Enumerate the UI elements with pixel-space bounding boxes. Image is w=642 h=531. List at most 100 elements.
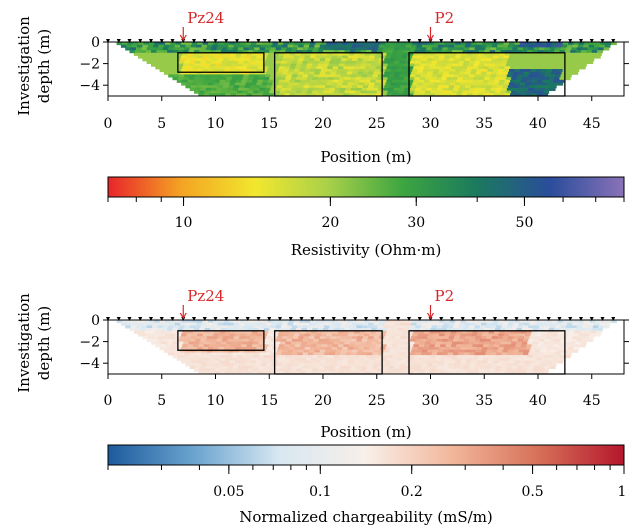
section-cell xyxy=(263,341,270,345)
section-cell xyxy=(269,328,276,332)
section-cell xyxy=(173,60,180,64)
section-cell xyxy=(396,55,402,59)
section-cell xyxy=(516,77,523,81)
section-cell xyxy=(348,52,355,56)
section-cell xyxy=(140,50,147,54)
section-cell xyxy=(529,58,536,62)
resistivity-y-axis-title-line1: Investigation xyxy=(15,16,33,116)
section-cell xyxy=(488,52,495,56)
section-cell xyxy=(238,365,244,369)
section-cell xyxy=(501,338,508,342)
section-cell xyxy=(307,47,314,51)
section-cell xyxy=(424,371,430,375)
section-cell xyxy=(535,347,542,351)
section-cell xyxy=(367,47,373,51)
section-cell xyxy=(333,368,340,372)
y-tick-label: −4 xyxy=(79,356,100,372)
section-cell xyxy=(348,93,355,97)
section-cell xyxy=(431,87,438,91)
section-cell xyxy=(442,60,449,64)
section-cell xyxy=(489,341,496,345)
section-cell xyxy=(594,42,601,46)
section-cell xyxy=(160,52,167,56)
section-cell xyxy=(126,322,133,326)
section-cell xyxy=(539,47,545,51)
section-cell xyxy=(431,325,438,329)
section-cell xyxy=(219,371,226,375)
section-cell xyxy=(254,74,260,78)
section-cell xyxy=(175,347,182,351)
section-cell xyxy=(338,371,344,375)
section-cell xyxy=(375,79,382,83)
section-cell xyxy=(405,44,412,48)
section-cell xyxy=(366,77,372,81)
section-cell xyxy=(483,371,489,375)
section-cell xyxy=(237,328,243,332)
section-cell xyxy=(376,63,383,67)
section-cell xyxy=(191,320,198,324)
section-cell xyxy=(289,52,296,56)
section-cell xyxy=(235,344,242,348)
x-tick-label: 15 xyxy=(260,116,278,132)
section-cell xyxy=(307,338,314,342)
section-cell xyxy=(519,333,526,337)
section-cell xyxy=(151,328,157,332)
section-cell xyxy=(401,55,408,59)
section-cell xyxy=(404,365,411,369)
section-cell xyxy=(159,42,166,46)
section-cell xyxy=(244,336,251,340)
section-cell xyxy=(546,320,553,324)
electrode-mark xyxy=(245,39,250,43)
section-cell xyxy=(224,42,230,46)
section-cell xyxy=(454,363,460,367)
section-cell xyxy=(503,82,510,86)
section-cell xyxy=(326,333,333,337)
section-cell xyxy=(412,42,418,46)
section-cell xyxy=(224,69,230,73)
section-cell xyxy=(300,66,307,70)
section-cell xyxy=(357,58,364,62)
section-cell xyxy=(497,322,503,326)
section-cell xyxy=(146,325,153,329)
section-cell xyxy=(255,322,262,326)
resistivity-x-ticks: 0 5 10 15 20 25 30 35 40 45 xyxy=(104,96,601,132)
chargeability-boxes xyxy=(177,330,566,375)
section-cell xyxy=(274,77,281,81)
section-cell xyxy=(363,320,370,324)
section-cell xyxy=(156,50,163,54)
section-cell xyxy=(476,69,483,73)
electrode-mark xyxy=(396,317,401,321)
section-cell xyxy=(406,360,413,364)
section-cell xyxy=(347,42,354,46)
section-cell xyxy=(556,44,563,48)
section-cell xyxy=(230,330,237,334)
section-cell xyxy=(255,85,262,89)
section-cell xyxy=(447,74,454,78)
section-cell xyxy=(520,344,527,348)
section-cell xyxy=(576,325,583,329)
section-cell xyxy=(388,60,395,64)
section-cell xyxy=(206,349,213,353)
section-cell xyxy=(544,325,551,329)
section-cell xyxy=(245,333,252,337)
section-cell xyxy=(529,336,536,340)
section-cell xyxy=(599,44,606,48)
section-cell xyxy=(352,363,358,367)
section-cell xyxy=(196,44,202,48)
section-cell xyxy=(339,368,345,372)
section-cell xyxy=(557,42,564,46)
section-cell xyxy=(199,355,206,359)
section-cell xyxy=(219,344,226,348)
section-cell xyxy=(499,330,506,334)
section-cell xyxy=(377,87,384,91)
section-cell xyxy=(491,336,498,340)
section-cell xyxy=(374,42,381,46)
section-cell xyxy=(415,47,422,51)
section-cell xyxy=(249,44,256,48)
section-cell xyxy=(544,74,551,78)
section-cell xyxy=(212,349,219,353)
section-cell xyxy=(198,371,205,375)
section-cell xyxy=(378,322,385,326)
section-cell xyxy=(318,352,325,356)
section-cell xyxy=(499,344,506,348)
